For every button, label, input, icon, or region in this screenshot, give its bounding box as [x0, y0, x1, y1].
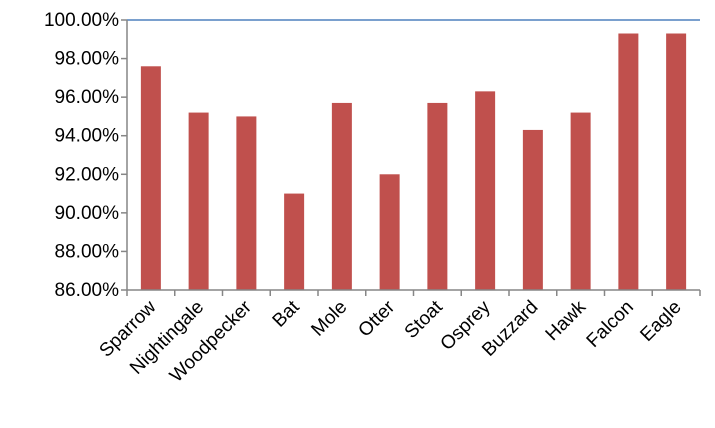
axes	[121, 19, 701, 296]
x-tick-label: Otter	[354, 296, 399, 341]
bar-hawk	[570, 112, 591, 290]
bar-bat	[284, 193, 305, 290]
y-tick-label: 94.00%	[55, 126, 120, 147]
y-tick-label: 86.00%	[55, 280, 120, 301]
y-tick-label: 96.00%	[55, 87, 120, 108]
y-tick-label: 88.00%	[55, 241, 120, 262]
x-tick-label: Mole	[307, 297, 351, 341]
bar-nightingale	[188, 112, 209, 290]
plot-area	[140, 33, 687, 291]
x-tick-label: Bat	[269, 296, 305, 332]
bar-falcon	[618, 33, 639, 290]
y-tick-label: 92.00%	[55, 164, 120, 185]
bar-otter	[379, 174, 400, 290]
bar-mole	[331, 102, 352, 290]
y-tick-label: 98.00%	[55, 49, 120, 70]
bar-sparrow	[140, 66, 161, 291]
bar-osprey	[475, 91, 496, 290]
y-tick-label: 100.00%	[44, 10, 119, 31]
bar-eagle	[666, 33, 687, 290]
bar-buzzard	[522, 129, 543, 290]
y-tick-label: 90.00%	[55, 203, 120, 224]
x-tick-label: Falcon	[583, 297, 638, 352]
bar-stoat	[427, 102, 448, 290]
bar-woodpecker	[236, 116, 257, 290]
x-tick-label: Eagle	[636, 297, 685, 346]
